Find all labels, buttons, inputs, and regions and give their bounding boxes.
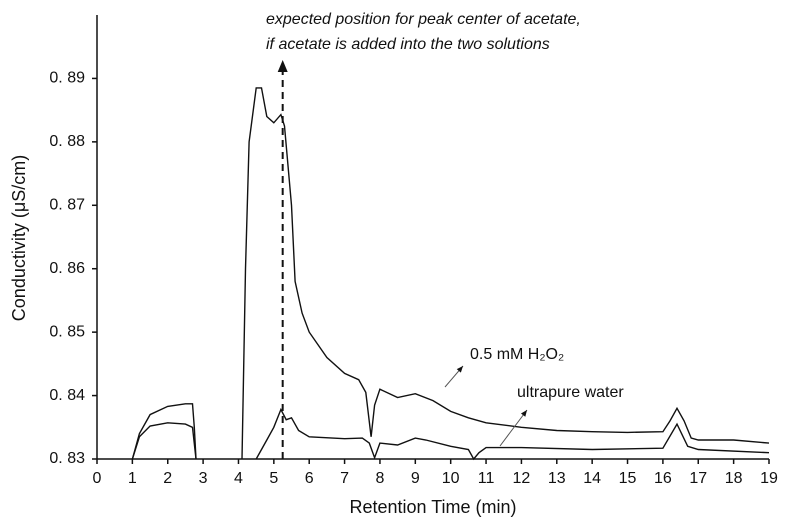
arrow-head <box>520 410 527 417</box>
x-tick-label: 10 <box>442 470 460 487</box>
y-tick-label: 0. 87 <box>49 197 85 214</box>
series-line <box>131 87 770 460</box>
arrow-head <box>456 366 463 373</box>
series-line <box>131 407 770 461</box>
x-tick-label: 8 <box>375 470 384 487</box>
x-tick-label: 14 <box>583 470 601 487</box>
x-tick-label: 4 <box>234 470 243 487</box>
x-tick-label: 6 <box>305 470 314 487</box>
x-tick-label: 0 <box>93 470 102 487</box>
arrow-head <box>277 60 288 72</box>
annotation-line: expected position for peak center of ace… <box>266 11 581 28</box>
x-tick-label: 7 <box>340 470 349 487</box>
x-tick-label: 9 <box>411 470 420 487</box>
x-tick-label: 19 <box>760 470 778 487</box>
series-label: 0.5 mM H₂O₂ <box>470 346 564 363</box>
label-arrow <box>499 409 528 447</box>
y-tick-label: 0. 85 <box>49 323 85 340</box>
series-label: ultrapure water <box>517 384 624 401</box>
x-tick-label: 16 <box>654 470 672 487</box>
x-tick-label: 11 <box>478 470 495 487</box>
y-tick-label: 0. 89 <box>49 70 85 87</box>
x-axis-label: Retention Time (min) <box>349 497 516 517</box>
x-tick-label: 5 <box>269 470 278 487</box>
y-axis-label: Conductivity (μS/cm) <box>9 155 29 321</box>
x-tick-label: 1 <box>128 470 137 487</box>
x-tick-label: 12 <box>513 470 531 487</box>
x-tick-label: 17 <box>689 470 707 487</box>
x-tick-label: 18 <box>725 470 743 487</box>
annotation-line: if acetate is added into the two solutio… <box>266 36 550 53</box>
x-tick-label: 2 <box>163 470 172 487</box>
x-tick-label: 15 <box>619 470 637 487</box>
y-tick-label: 0. 86 <box>49 260 85 277</box>
x-tick-label: 13 <box>548 470 566 487</box>
y-tick-label: 0. 88 <box>49 133 85 150</box>
y-tick-label: 0. 84 <box>49 387 85 404</box>
x-tick-label: 3 <box>199 470 208 487</box>
y-tick-label: 0. 83 <box>49 450 85 467</box>
